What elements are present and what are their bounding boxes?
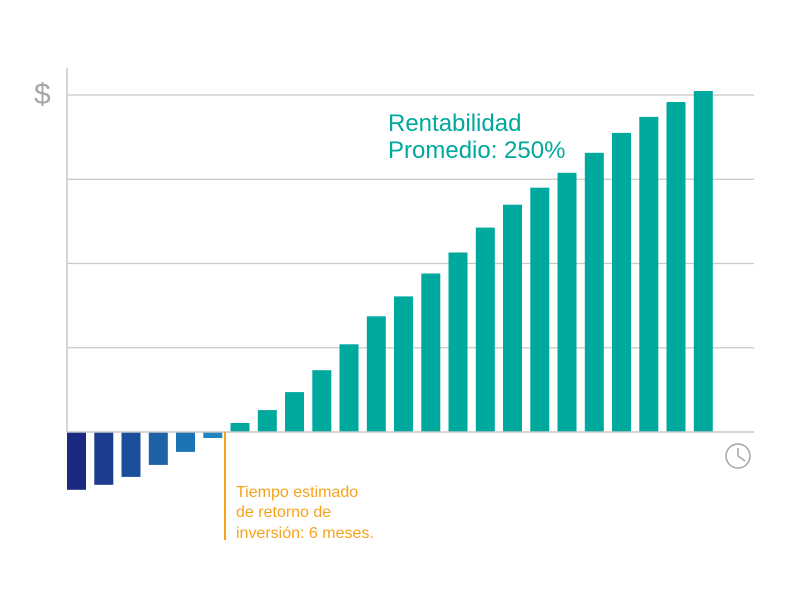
bar-positive <box>639 116 659 433</box>
bar-positive <box>503 204 522 432</box>
bar-positive <box>394 296 413 432</box>
bar-positive <box>448 252 468 432</box>
bar-negative <box>121 432 141 477</box>
bar-positive <box>584 152 604 433</box>
bar-negative <box>203 432 223 438</box>
bar-positive <box>421 273 441 432</box>
payback-label-line2: de retorno de <box>236 504 331 521</box>
bar-positive <box>285 392 304 432</box>
bar-positive <box>612 132 631 432</box>
y-axis-dollar-symbol: $ <box>34 78 51 111</box>
profit-label-line1: Rentabilidad <box>388 110 521 137</box>
bar-positive <box>557 172 577 433</box>
bar-positive <box>339 344 359 432</box>
payback-label-line3: inversión: 6 meses. <box>236 525 374 542</box>
bar-positive <box>475 227 495 432</box>
bar-negative <box>94 432 114 485</box>
bar-negative <box>148 432 168 465</box>
bar-positive <box>366 316 386 432</box>
clock-icon <box>725 443 751 469</box>
payback-label-line1: Tiempo estimado <box>236 484 358 501</box>
bar-positive <box>230 423 250 432</box>
bar-negative <box>67 432 86 490</box>
bar-negative <box>176 432 195 452</box>
bar-positive <box>530 187 550 432</box>
profit-label-line2: Promedio: 250% <box>388 137 565 164</box>
bar-positive <box>666 102 686 432</box>
bar-positive <box>312 370 332 432</box>
bars <box>67 91 713 490</box>
bar-positive <box>257 410 277 432</box>
bar-positive <box>693 91 713 432</box>
